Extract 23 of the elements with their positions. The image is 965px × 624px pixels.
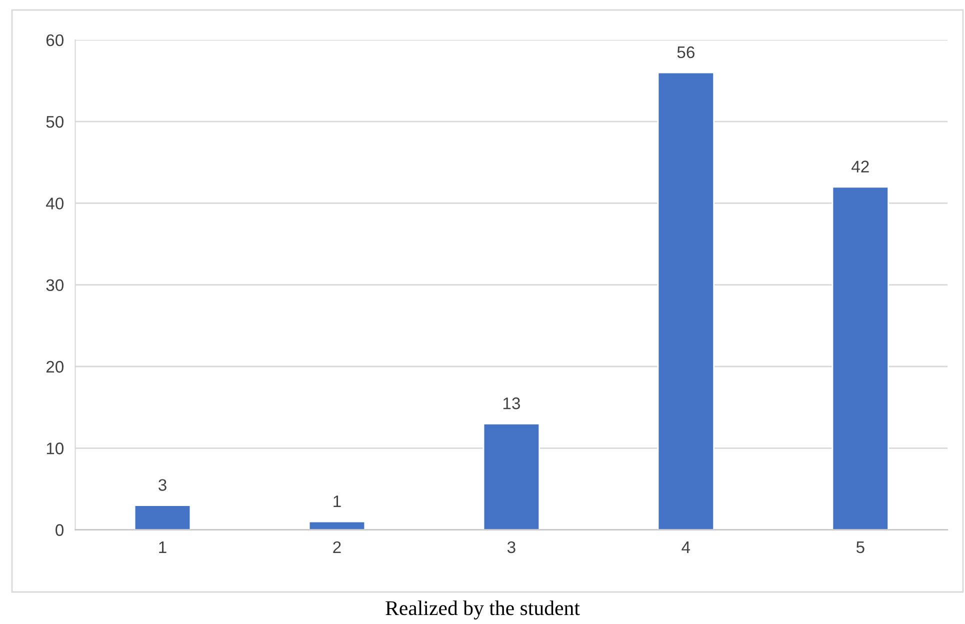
x-tick-label: 5 bbox=[856, 542, 864, 554]
y-tick-label: 0 bbox=[56, 524, 64, 536]
data-label: 1 bbox=[334, 496, 341, 508]
bar bbox=[308, 520, 366, 530]
x-tick-label: 2 bbox=[333, 541, 341, 553]
data-label: 13 bbox=[503, 397, 520, 410]
x-tick-label: 3 bbox=[507, 541, 516, 554]
bar bbox=[657, 72, 715, 530]
y-tick-label: 50 bbox=[46, 116, 64, 128]
data-label: 56 bbox=[677, 46, 694, 58]
y-tick-label: 60 bbox=[46, 34, 64, 46]
bar bbox=[482, 422, 540, 530]
x-tick-label: 1 bbox=[159, 542, 166, 553]
bar bbox=[134, 504, 192, 530]
data-label: 3 bbox=[158, 479, 166, 491]
data-label: 42 bbox=[852, 160, 869, 172]
text: Realized by the student bbox=[386, 600, 580, 620]
y-tick-label: 30 bbox=[46, 279, 64, 292]
y-tick-label: 20 bbox=[46, 360, 64, 373]
y-tick-label: 10 bbox=[46, 442, 64, 454]
x-tick-label: 4 bbox=[682, 542, 690, 553]
bar bbox=[832, 186, 890, 530]
y-tick-label: 40 bbox=[46, 198, 64, 210]
